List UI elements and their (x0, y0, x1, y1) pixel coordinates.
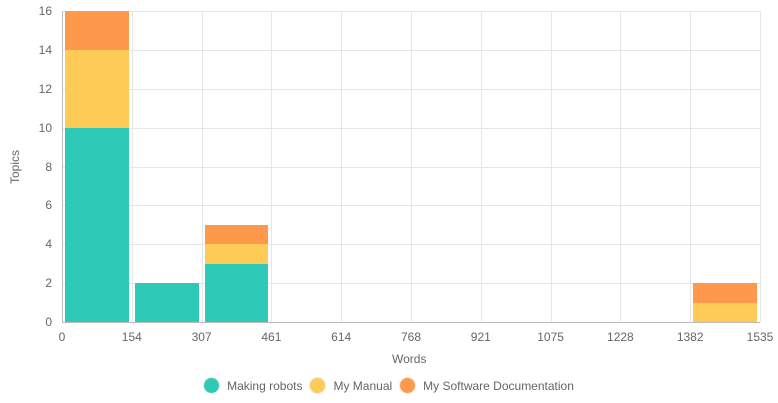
v-gridline (411, 11, 412, 322)
v-gridline (690, 11, 692, 322)
bar-segment[interactable] (65, 49, 129, 128)
y-tick-label: 16 (38, 4, 52, 18)
legend: Making robots My Manual My Software Docume… (0, 378, 778, 393)
bar-segment[interactable] (204, 244, 269, 264)
legend-label: Making robots (227, 378, 303, 393)
bar-segment[interactable] (65, 11, 129, 50)
legend-label: My Software Documentation (423, 378, 574, 393)
x-tick-label: 307 (191, 330, 212, 344)
y-tick-label: 14 (38, 42, 52, 57)
bar-segment[interactable] (204, 263, 269, 322)
x-tick-label: 0 (58, 330, 66, 344)
x-tick-label: 768 (400, 330, 422, 344)
v-gridline (62, 11, 63, 322)
y-tick-label: 2 (45, 276, 52, 291)
x-tick-label: 461 (261, 330, 282, 344)
x-axis-label: Words (392, 352, 427, 366)
legend-swatch-icon (310, 378, 326, 393)
v-gridline (550, 11, 552, 322)
v-gridline (480, 11, 482, 322)
x-tick-label: 1382 (676, 330, 704, 344)
x-tick-label: 154 (121, 330, 142, 344)
x-tick-label: 1535 (746, 330, 774, 344)
v-gridline (271, 11, 273, 322)
legend-label: My Manual (333, 378, 393, 393)
legend-item[interactable]: Making robots (204, 378, 302, 393)
x-tick-label: 1075 (537, 330, 564, 344)
v-gridline (620, 11, 622, 322)
legend-swatch-icon (400, 378, 416, 393)
legend-item[interactable]: My Software Documentation (400, 378, 574, 393)
legend-swatch-icon (204, 378, 220, 393)
y-tick-label: 8 (45, 159, 52, 174)
v-gridline (131, 11, 133, 322)
y-tick-label: 4 (45, 237, 52, 252)
v-gridline (760, 11, 761, 322)
h-gridline (62, 322, 760, 323)
v-gridline (341, 11, 343, 322)
bar-segment[interactable] (65, 127, 129, 322)
legend-item[interactable]: My Manual (310, 378, 392, 393)
bar-segment[interactable] (693, 302, 757, 322)
y-tick-label: 12 (38, 81, 52, 96)
v-gridline (201, 11, 203, 322)
x-tick-label: 921 (470, 330, 491, 344)
x-tick-label: 614 (331, 330, 352, 344)
x-tick-label: 1228 (607, 330, 634, 344)
y-tick-label: 0 (45, 315, 52, 329)
bar-segment[interactable] (134, 283, 199, 322)
bar-segment[interactable] (693, 283, 757, 303)
y-axis-label: Topics (8, 149, 23, 185)
y-tick-label: 10 (38, 120, 52, 135)
y-tick-label: 6 (45, 198, 52, 213)
bar-segment[interactable] (204, 224, 269, 245)
